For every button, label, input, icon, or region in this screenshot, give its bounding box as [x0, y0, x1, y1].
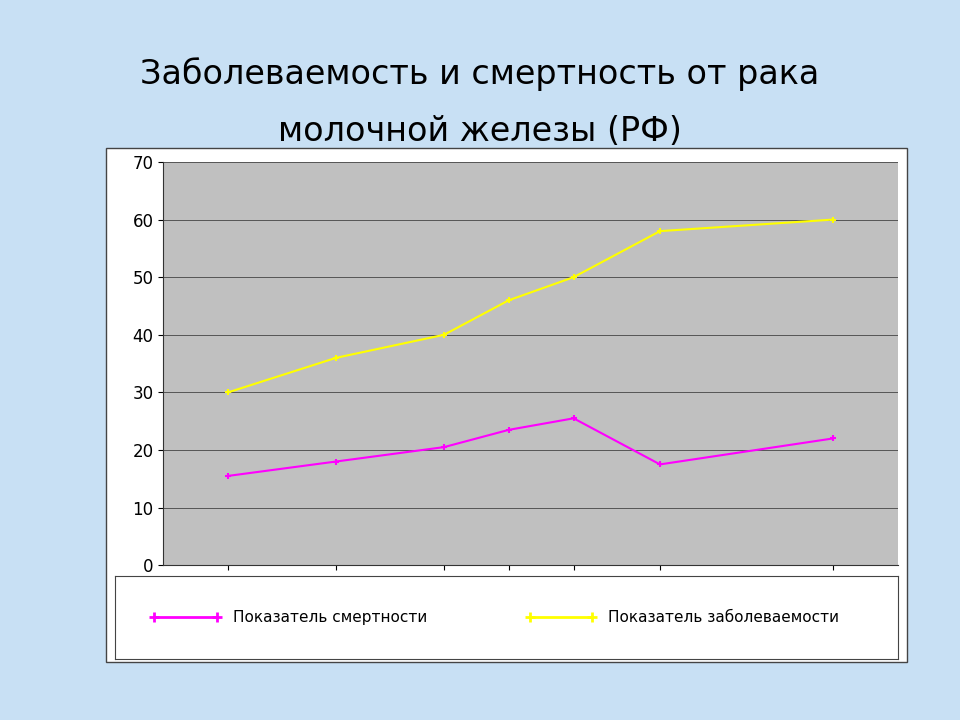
X-axis label: год: год [513, 601, 548, 619]
Text: Заболеваемость и смертность от рака: Заболеваемость и смертность от рака [140, 58, 820, 91]
Text: молочной железы (РФ): молочной железы (РФ) [278, 115, 682, 148]
Text: Показатель заболеваемости: Показатель заболеваемости [608, 610, 839, 625]
Text: Показатель смертности: Показатель смертности [232, 610, 427, 625]
